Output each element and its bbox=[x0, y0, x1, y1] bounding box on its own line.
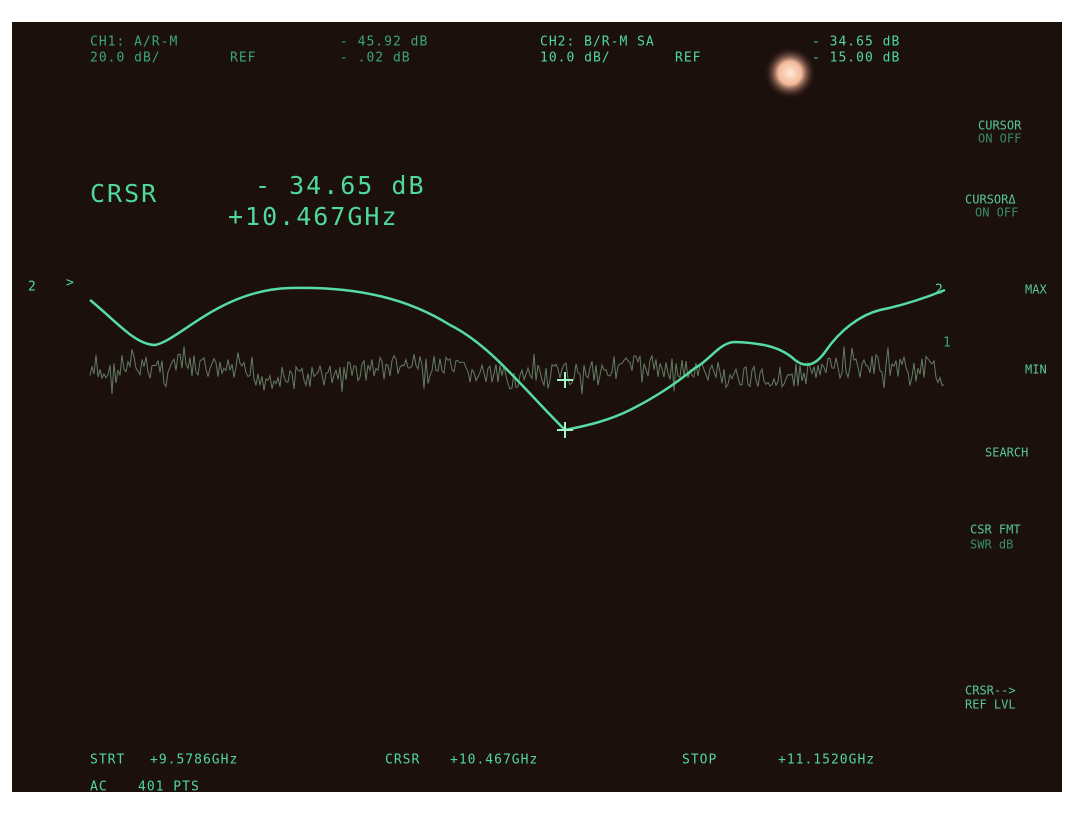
softkey-label[interactable]: SEARCH bbox=[985, 446, 1028, 460]
cursor-value: - 34.65 dB bbox=[255, 171, 426, 200]
ch1-ref: - .02 dB bbox=[340, 51, 411, 66]
trace-2-end: 2 bbox=[935, 283, 944, 298]
start-label: STRT bbox=[90, 753, 125, 768]
ch1-value: - 45.92 dB bbox=[340, 35, 428, 50]
trace-1 bbox=[89, 346, 945, 395]
trace-2-marker: 2 bbox=[28, 280, 37, 295]
softkey-sublabel[interactable]: ON OFF bbox=[975, 206, 1018, 220]
softkey-label[interactable]: CURSORΔ bbox=[965, 193, 1016, 207]
ch2-ref: - 15.00 dB bbox=[812, 51, 900, 66]
ch2-scale: 10.0 dB/ bbox=[540, 51, 611, 66]
cursor-frequency: +10.467GHz bbox=[228, 202, 399, 231]
cursor-markers bbox=[557, 372, 573, 438]
ch1-label: CH1: A/R-M bbox=[90, 35, 178, 50]
start-frequency: +9.5786GHz bbox=[150, 753, 238, 768]
cursor-label: CRSR bbox=[90, 179, 158, 208]
softkey-label[interactable]: CURSOR bbox=[978, 119, 1022, 133]
mode: AC bbox=[90, 780, 108, 795]
stop-label: STOP bbox=[682, 753, 717, 768]
cursor-footer-frequency: +10.467GHz bbox=[450, 753, 538, 768]
softkey-sublabel[interactable]: ON OFF bbox=[978, 132, 1021, 146]
stop-frequency: +11.1520GHz bbox=[778, 753, 875, 768]
cursor-footer-label: CRSR bbox=[385, 753, 420, 768]
ch2-label: CH2: B/R-M SA bbox=[540, 35, 655, 50]
ch1-ref-label: REF bbox=[230, 51, 256, 66]
ch2-ref-label: REF bbox=[675, 51, 701, 66]
softkey-label[interactable]: CRSR--> bbox=[965, 684, 1016, 698]
softkey-sublabel[interactable]: REF LVL bbox=[965, 698, 1016, 712]
ch2-value: - 34.65 dB bbox=[812, 35, 900, 50]
points: 401 PTS bbox=[138, 780, 200, 795]
softkey-sublabel[interactable]: SWR dB bbox=[970, 538, 1013, 552]
softkey-label[interactable]: MAX bbox=[1025, 283, 1047, 297]
trace-2 bbox=[89, 286, 946, 432]
trace-1-end: 1 bbox=[943, 336, 952, 351]
crt-screen bbox=[12, 22, 1062, 792]
ch1-scale: 20.0 dB/ bbox=[90, 51, 161, 66]
glare bbox=[764, 47, 816, 99]
softkey-label[interactable]: MIN bbox=[1025, 363, 1047, 377]
softkey-label[interactable]: CSR FMT bbox=[970, 523, 1021, 537]
trace-arrow: > bbox=[66, 276, 75, 291]
